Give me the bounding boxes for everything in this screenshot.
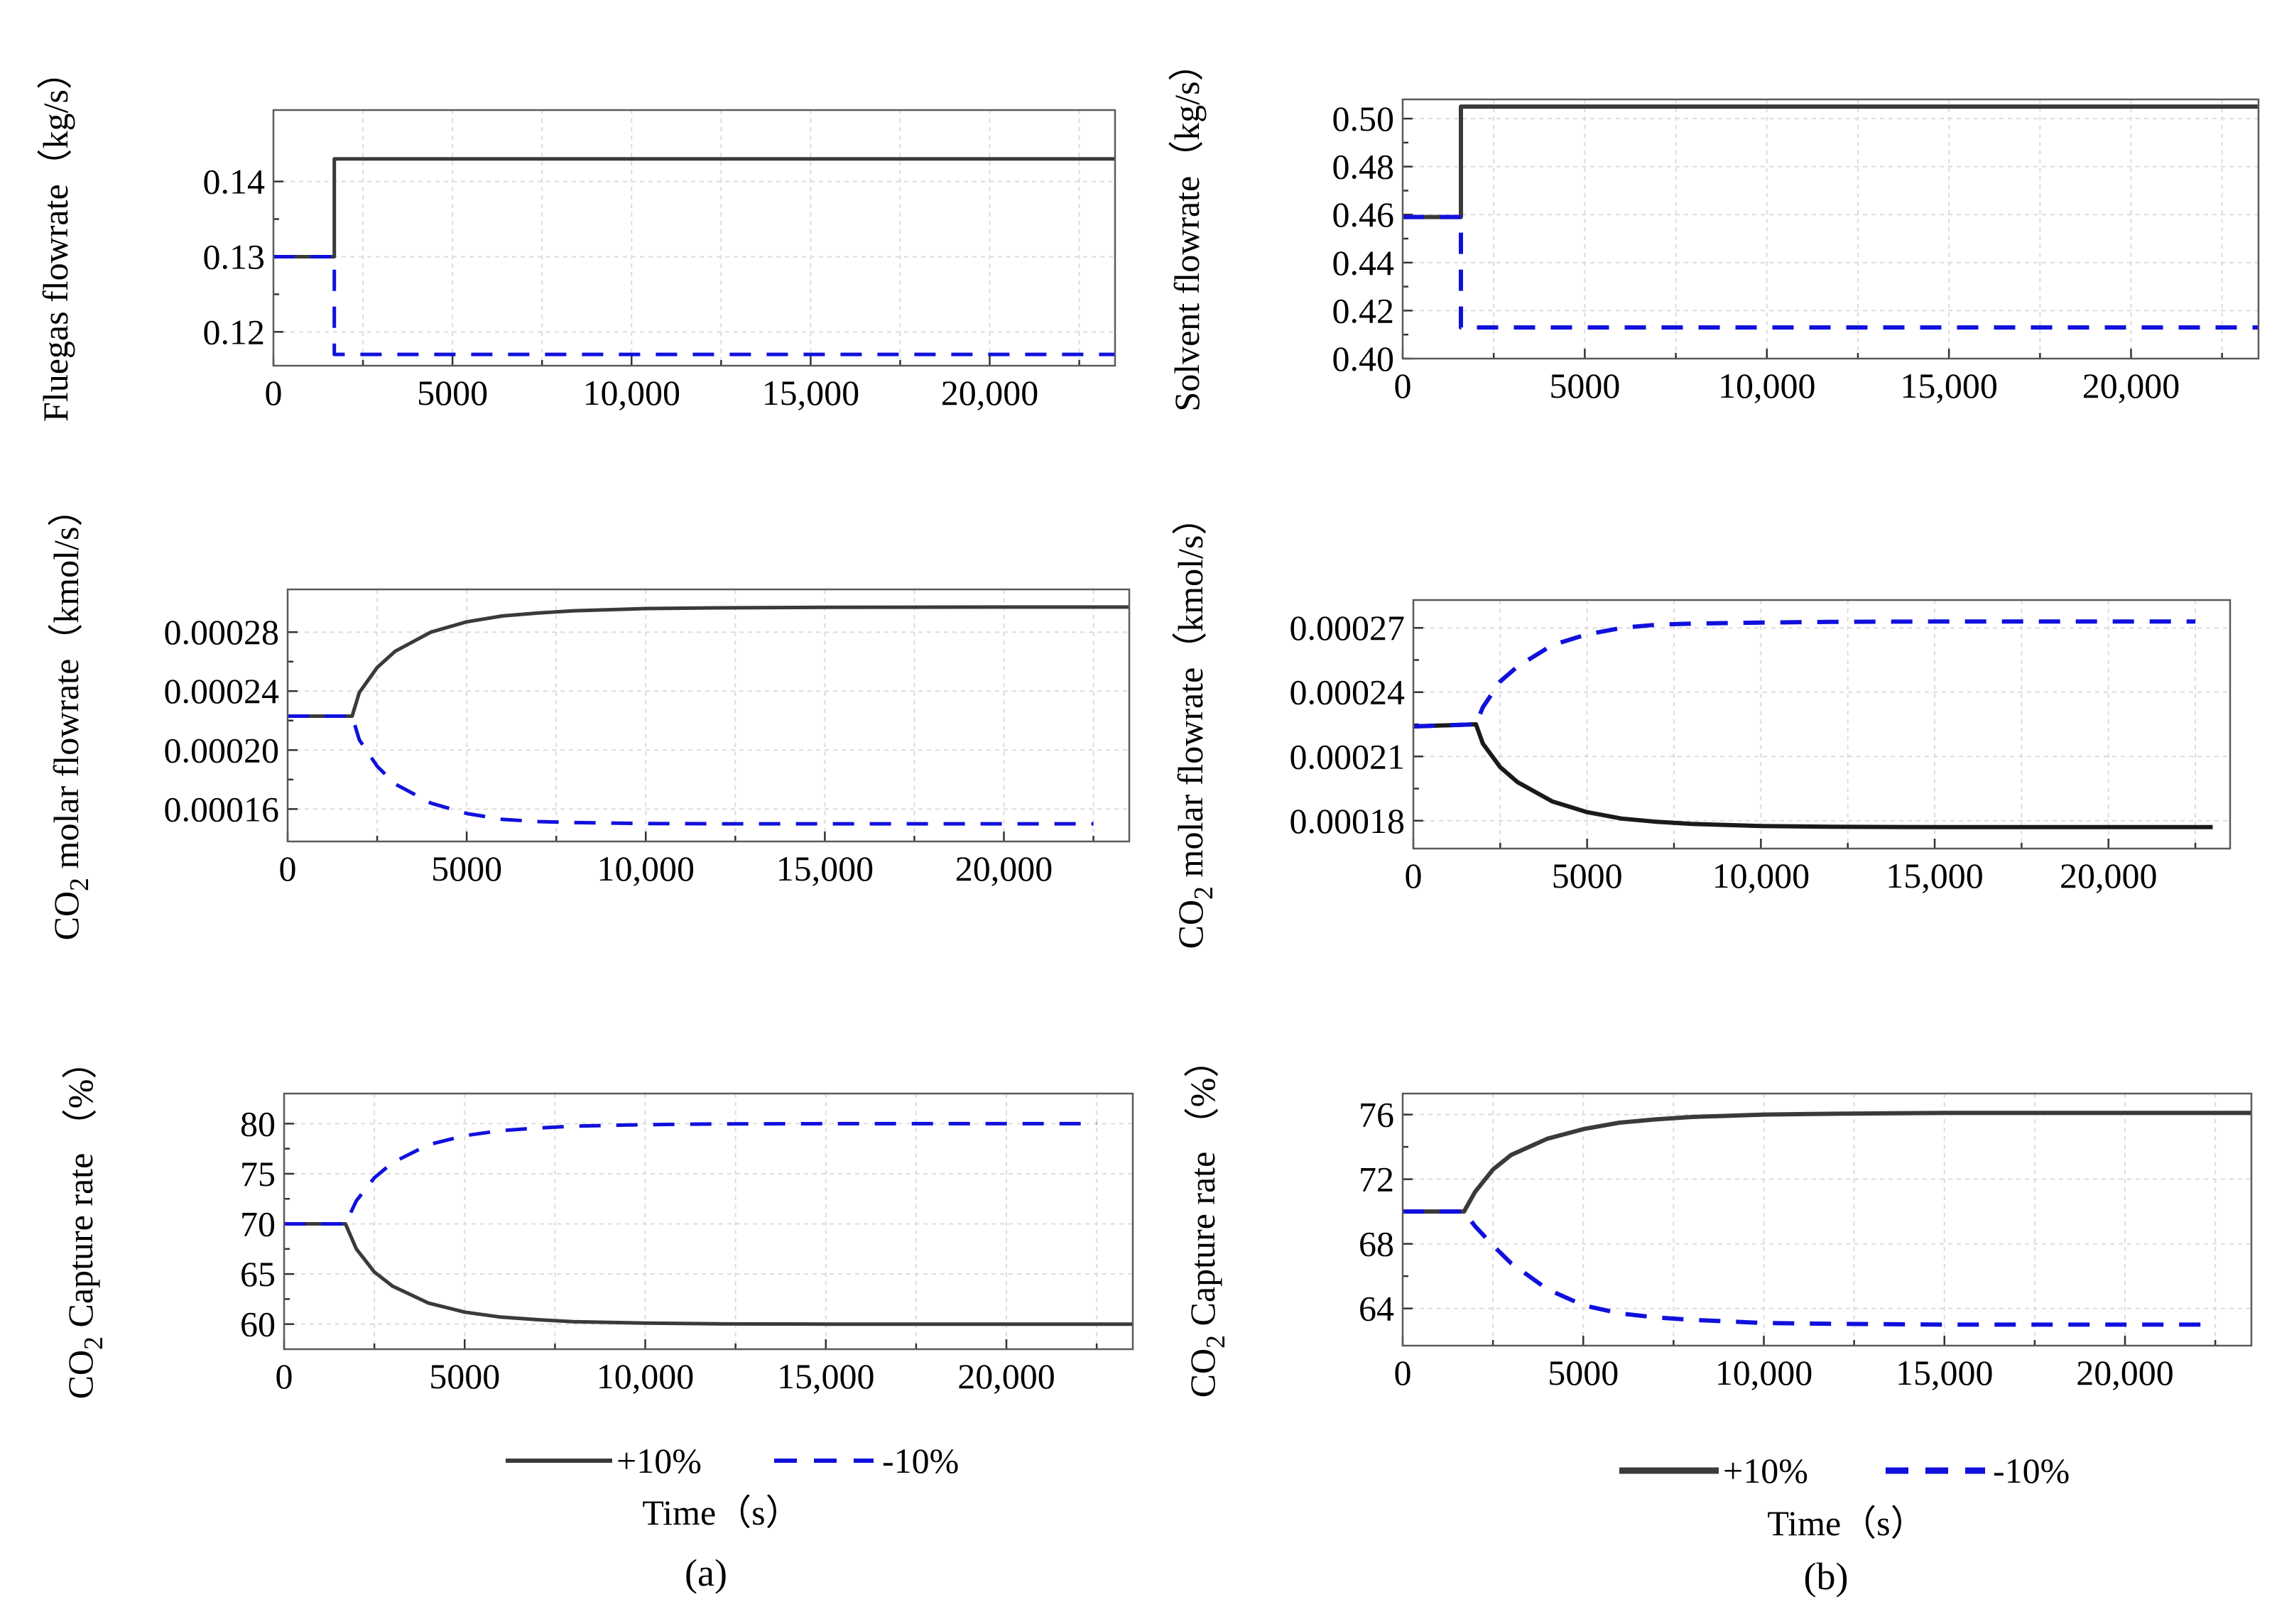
x-tick-label: 5000 bbox=[417, 373, 488, 413]
y-tick-label: 0.00024 bbox=[164, 671, 280, 711]
plot-frame bbox=[1401, 1092, 2253, 1347]
x-tick-label: 15,000 bbox=[762, 373, 860, 413]
y-tick-label: 72 bbox=[1359, 1160, 1394, 1199]
chart-a1: 0 5000 10,000 15,000 20,000 0.12 0.13 0.14 Flueg… bbox=[36, 54, 1116, 422]
plot-frame bbox=[1401, 98, 2260, 360]
legend-a: +10% -10% bbox=[506, 1441, 959, 1481]
chart-b3: 0 5000 10,000 15,000 20,000 64 68 72 76 CO2 Captu… bbox=[1183, 1042, 2253, 1398]
legend-b-minus-label: -10% bbox=[1993, 1451, 2070, 1491]
y-tick-label: 80 bbox=[240, 1103, 276, 1143]
y-tick-label: 60 bbox=[240, 1304, 276, 1344]
x-tick-label: 10,000 bbox=[597, 849, 695, 888]
chart-b1: 0 5000 10,000 15,000 20,000 0.40 0.42 0.44 0.46 0… bbox=[1167, 45, 2260, 412]
y-tick-label: 0.00021 bbox=[1290, 736, 1406, 776]
y-axis-title: CO2 molar flowrate（kmol/s） bbox=[46, 491, 94, 941]
y-tick-label: 0.00018 bbox=[1290, 801, 1406, 841]
legend-b-plus-label: +10% bbox=[1723, 1451, 1808, 1491]
x-tick-label: 5000 bbox=[431, 849, 502, 888]
x-tick-label: 15,000 bbox=[1900, 366, 1998, 405]
panel-label-a: (a) bbox=[685, 1552, 727, 1594]
y-tick-label: 68 bbox=[1359, 1224, 1394, 1264]
series-line-minus10 bbox=[1403, 1209, 2216, 1327]
x-tick-label: 20,000 bbox=[955, 849, 1053, 888]
y-tick-label: 0.00016 bbox=[164, 789, 280, 829]
series-line-plus10 bbox=[273, 157, 1115, 258]
time-label-a: Time（s） bbox=[642, 1493, 800, 1532]
y-axis-title: Fluegas flowrate（kg/s） bbox=[36, 54, 75, 422]
x-tick-label: 20,000 bbox=[2082, 366, 2180, 405]
x-tick-label: 10,000 bbox=[1715, 1353, 1813, 1393]
x-tick-label: 5000 bbox=[1548, 1353, 1619, 1393]
x-tick-label: 0 bbox=[279, 849, 297, 888]
y-tick-label: 70 bbox=[240, 1204, 276, 1244]
panel-label-b: (b) bbox=[1804, 1555, 1849, 1598]
series-line-minus10 bbox=[273, 255, 1115, 356]
y-tick-label: 0.12 bbox=[203, 312, 266, 351]
legend-b: +10% -10% bbox=[1619, 1451, 2070, 1491]
charts-layer: 0 5000 10,000 15,000 20,000 0.12 0.13 0.14 Flueg… bbox=[36, 45, 2260, 1400]
x-tick-label: 10,000 bbox=[1718, 366, 1816, 405]
x-tick-label: 5000 bbox=[1552, 856, 1623, 895]
y-tick-label: 0.13 bbox=[203, 236, 266, 276]
y-axis-title: CO2 Capture rate （%） bbox=[60, 1044, 109, 1400]
x-tick-label: 10,000 bbox=[597, 1356, 695, 1396]
y-tick-label: 0.42 bbox=[1332, 290, 1395, 330]
chart-a3: 0 5000 10,000 15,000 20,000 60 65 70 75 80 CO2 Cap… bbox=[60, 1044, 1134, 1400]
legend-a-plus-label: +10% bbox=[616, 1441, 702, 1481]
series-line-plus10 bbox=[1413, 722, 2213, 829]
series-line-plus10 bbox=[288, 605, 1129, 718]
y-tick-label: 0.00027 bbox=[1290, 608, 1406, 648]
x-tick-label: 10,000 bbox=[583, 373, 681, 413]
x-tick-label: 15,000 bbox=[1896, 1353, 1994, 1393]
y-tick-label: 0.14 bbox=[203, 162, 266, 202]
x-tick-label: 15,000 bbox=[777, 1356, 875, 1396]
time-label-b: Time（s） bbox=[1767, 1503, 1925, 1543]
chart-a2: 0 5000 10,000 15,000 20,000 0.00016 0.00020 0.0… bbox=[46, 491, 1131, 941]
series-line-minus10 bbox=[1403, 214, 2259, 330]
x-tick-label: 5000 bbox=[1549, 366, 1620, 405]
x-tick-label: 15,000 bbox=[776, 849, 874, 888]
x-tick-label: 20,000 bbox=[957, 1356, 1055, 1396]
plot-frame bbox=[272, 109, 1116, 367]
x-tick-label: 0 bbox=[1394, 1353, 1412, 1393]
series-line-plus10 bbox=[1403, 1111, 2251, 1214]
x-tick-label: 20,000 bbox=[2060, 856, 2158, 895]
y-tick-label: 0.44 bbox=[1332, 243, 1395, 283]
y-tick-label: 0.00028 bbox=[164, 612, 280, 652]
plot-frame bbox=[1412, 599, 2232, 850]
legend-a-minus-label: -10% bbox=[882, 1441, 959, 1481]
y-tick-label: 65 bbox=[240, 1254, 276, 1294]
y-tick-label: 76 bbox=[1359, 1095, 1394, 1135]
y-tick-label: 75 bbox=[240, 1154, 276, 1194]
x-tick-label: 0 bbox=[1394, 366, 1412, 405]
series-line-minus10 bbox=[288, 714, 1094, 826]
y-axis-title: Solvent flowrate（kg/s） bbox=[1167, 45, 1207, 411]
y-tick-label: 0.46 bbox=[1332, 195, 1395, 234]
y-tick-label: 64 bbox=[1359, 1289, 1394, 1329]
series-line-plus10 bbox=[1403, 104, 2259, 219]
y-tick-label: 0.40 bbox=[1332, 339, 1395, 378]
chart-b2: 0 5000 10,000 15,000 20,000 0.00018 0.00021 0.0… bbox=[1170, 500, 2232, 949]
y-tick-label: 0.00020 bbox=[164, 730, 280, 770]
x-tick-label: 20,000 bbox=[941, 373, 1039, 413]
x-tick-label: 20,000 bbox=[2076, 1353, 2174, 1393]
series-line-plus10 bbox=[284, 1222, 1133, 1326]
y-axis-title: CO2 molar flowrate（kmol/s） bbox=[1170, 500, 1219, 949]
x-tick-label: 5000 bbox=[429, 1356, 500, 1396]
y-tick-label: 0.50 bbox=[1332, 99, 1395, 138]
y-axis-title: CO2 Capture rate （%） bbox=[1183, 1042, 1231, 1398]
x-tick-label: 0 bbox=[1405, 856, 1423, 895]
x-tick-label: 0 bbox=[276, 1356, 293, 1396]
x-tick-label: 10,000 bbox=[1712, 856, 1810, 895]
plot-frame bbox=[283, 1092, 1134, 1351]
series-line-minus10 bbox=[1413, 619, 2196, 729]
x-tick-label: 0 bbox=[265, 373, 283, 413]
y-tick-label: 0.48 bbox=[1332, 147, 1395, 187]
y-tick-label: 0.00024 bbox=[1290, 672, 1406, 712]
plot-frame bbox=[286, 588, 1131, 843]
x-tick-label: 15,000 bbox=[1886, 856, 1984, 895]
